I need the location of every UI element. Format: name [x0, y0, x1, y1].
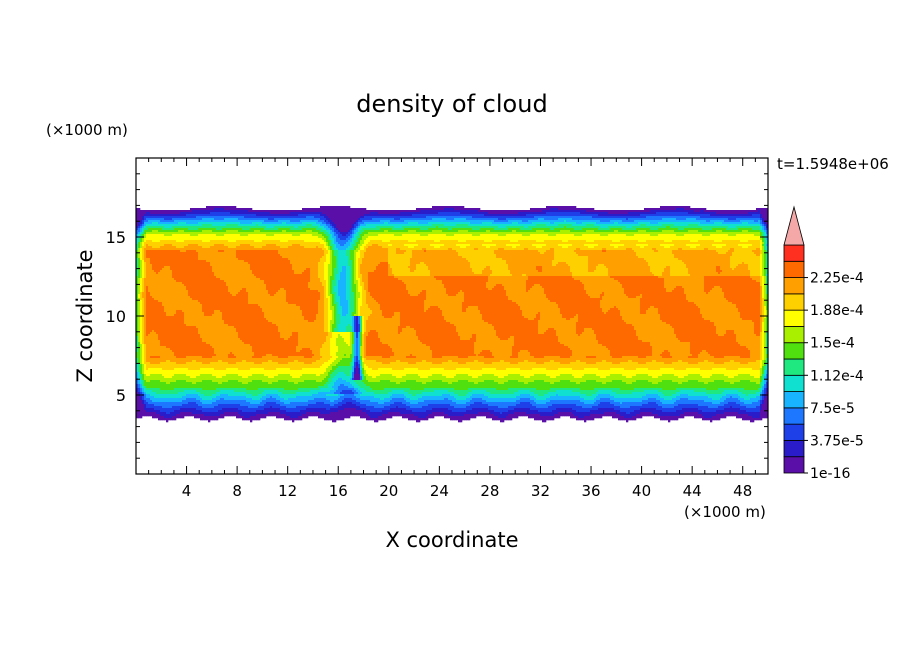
colorbar-swatch [784, 408, 804, 424]
colorbar-label: 7.5e-5 [810, 401, 855, 417]
y-tick-label: 15 [106, 228, 126, 247]
x-tick-label: 12 [278, 482, 297, 500]
x-tick-label: 8 [232, 482, 242, 500]
y-tick-label: 5 [116, 386, 126, 405]
x-axis-label: X coordinate [385, 528, 518, 552]
colorbar-label: 1.12e-4 [810, 368, 864, 384]
colorbar-overflow-triangle [784, 207, 804, 245]
x-tick-label: 4 [182, 482, 192, 500]
colorbar-swatch [784, 294, 804, 310]
colorbar-label: 1e-16 [810, 466, 850, 482]
colorbar-swatch [784, 343, 804, 359]
colorbar-swatch [784, 375, 804, 391]
colorbar-swatch [784, 392, 804, 408]
x-tick-label: 32 [531, 482, 550, 500]
colorbar-label: 1.5e-4 [810, 336, 855, 352]
colorbar-swatch [784, 245, 804, 261]
colorbar-label: 2.25e-4 [810, 271, 864, 287]
colorbar-swatch [784, 326, 804, 342]
colorbar-label: 1.88e-4 [810, 303, 864, 319]
y-axis-label: Z coordinate [73, 249, 97, 382]
colorbar-swatch [784, 278, 804, 294]
x-tick-label: 48 [733, 482, 752, 500]
y-tick-label: 10 [106, 307, 126, 326]
x-tick-label: 28 [480, 482, 499, 500]
colorbar-label: 3.75e-5 [810, 433, 864, 449]
colorbar-swatch [784, 457, 804, 473]
x-tick-label: 20 [379, 482, 398, 500]
time-label: t=1.5948e+06 [777, 155, 889, 173]
contour-field [136, 206, 768, 422]
x-tick-label: 36 [581, 482, 600, 500]
y-unit-label: (×1000 m) [46, 121, 128, 139]
colorbar: 1e-16 3.75e-5 7.5e-5 1.12e-4 1.5e-4 1.88e-4 2.… [784, 207, 864, 482]
x-tick-label: 16 [329, 482, 348, 500]
colorbar-swatch [784, 261, 804, 277]
x-unit-label: (×1000 m) [684, 503, 766, 521]
x-tick-label: 40 [632, 482, 651, 500]
chart-title: density of cloud [356, 90, 547, 118]
colorbar-swatch [784, 310, 804, 326]
colorbar-swatch [784, 424, 804, 440]
colorbar-swatch [784, 359, 804, 375]
x-tick-label: 44 [683, 482, 702, 500]
x-tick-label: 24 [430, 482, 449, 500]
colorbar-swatch [784, 440, 804, 456]
